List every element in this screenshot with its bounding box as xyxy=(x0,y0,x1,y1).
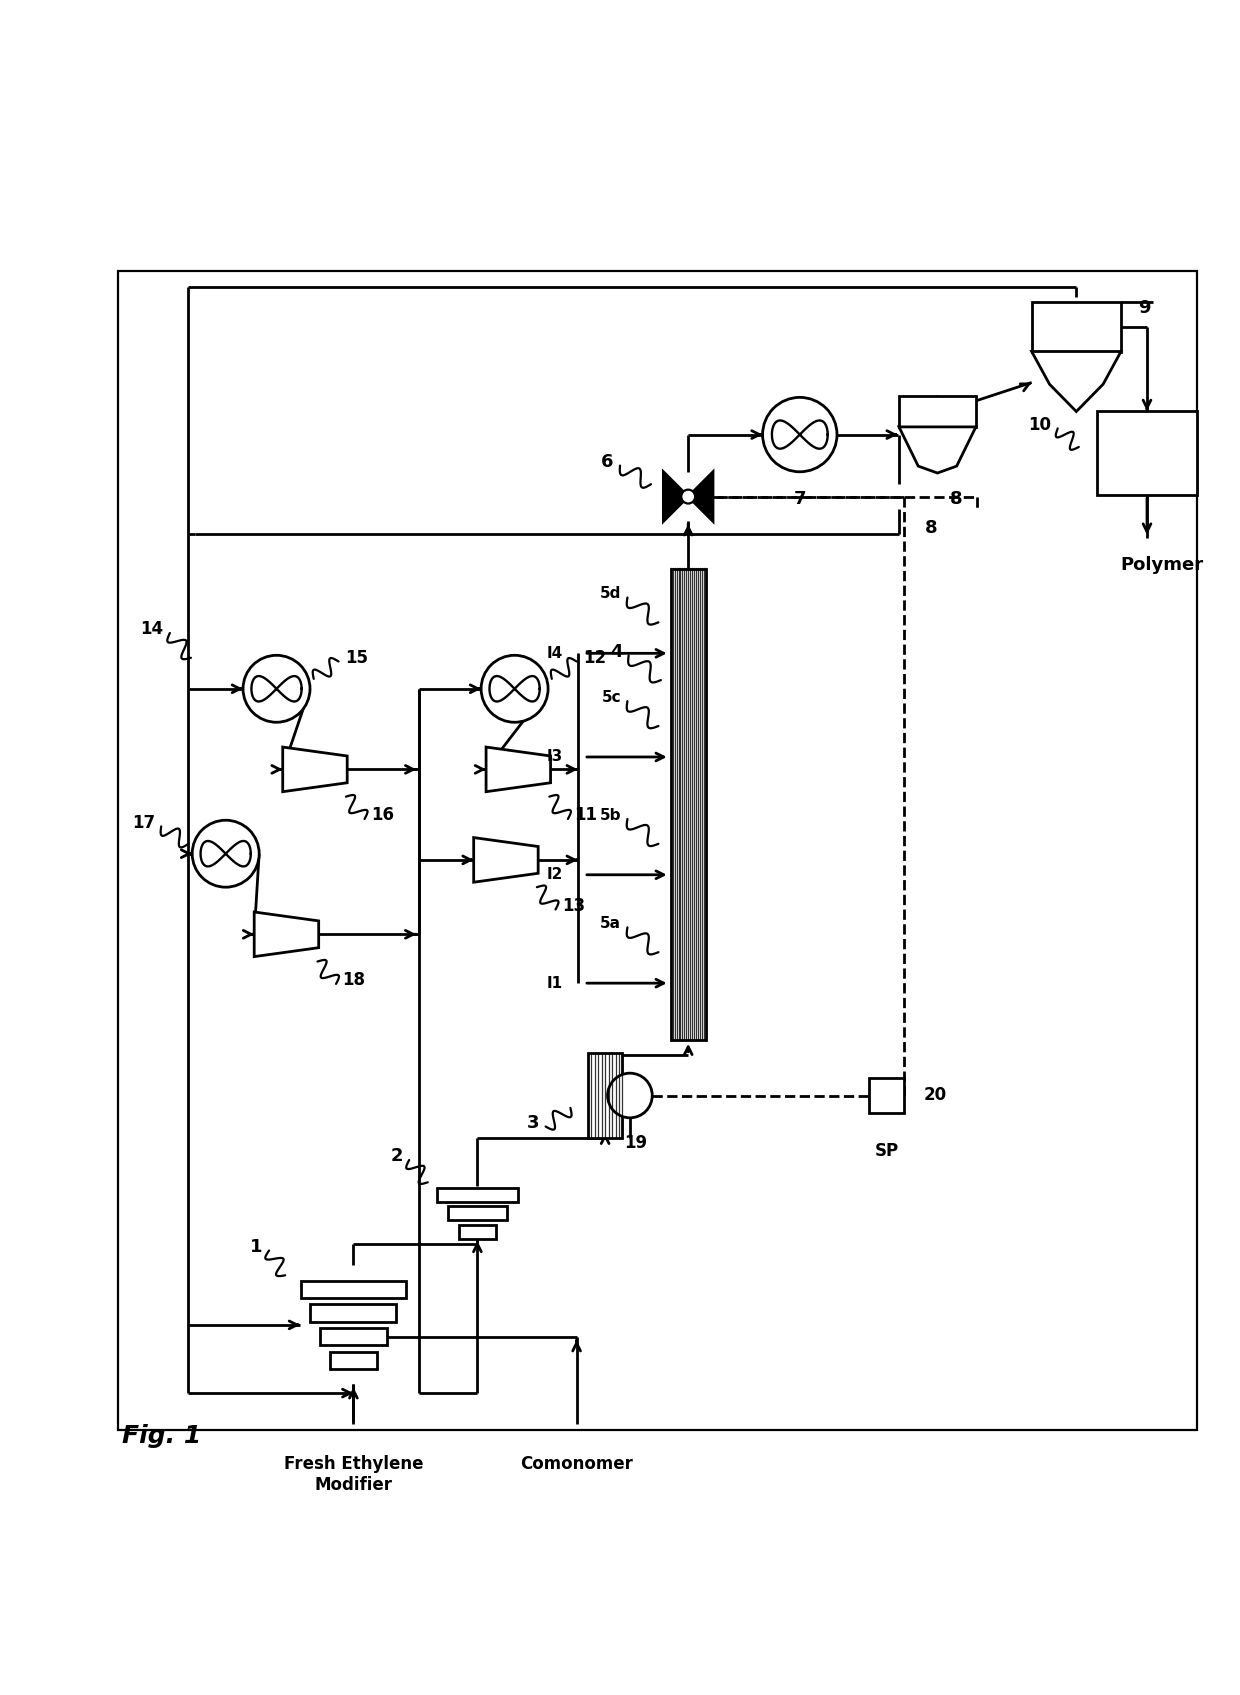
Text: 1: 1 xyxy=(250,1237,263,1256)
Circle shape xyxy=(243,656,310,722)
Text: 10: 10 xyxy=(1028,415,1052,434)
Text: 8: 8 xyxy=(950,490,962,508)
Text: 2: 2 xyxy=(391,1148,403,1164)
Text: Polymer: Polymer xyxy=(1120,556,1204,575)
Text: 3: 3 xyxy=(527,1114,539,1132)
Polygon shape xyxy=(254,912,319,956)
Bar xyxy=(330,1351,377,1370)
Text: 7: 7 xyxy=(794,490,806,508)
Circle shape xyxy=(608,1073,652,1117)
Bar xyxy=(1032,302,1121,351)
Text: 20: 20 xyxy=(924,1086,947,1105)
Text: I1: I1 xyxy=(547,976,563,990)
Polygon shape xyxy=(1032,351,1121,412)
Polygon shape xyxy=(283,747,347,792)
Bar xyxy=(1097,410,1197,495)
Text: I2: I2 xyxy=(547,868,563,883)
Text: 15: 15 xyxy=(345,649,368,666)
Text: 18: 18 xyxy=(342,971,366,990)
Polygon shape xyxy=(486,747,551,792)
Bar xyxy=(438,1188,518,1202)
Text: 14: 14 xyxy=(140,620,164,639)
Text: 16: 16 xyxy=(371,807,394,824)
Bar xyxy=(671,568,706,1039)
Text: 19: 19 xyxy=(625,1134,647,1151)
Bar xyxy=(588,1053,622,1137)
Text: I3: I3 xyxy=(547,749,563,764)
Polygon shape xyxy=(899,427,976,473)
Text: 5b: 5b xyxy=(600,809,621,822)
Text: Fig. 1: Fig. 1 xyxy=(122,1424,201,1449)
Text: 11: 11 xyxy=(574,807,598,824)
Text: 5a: 5a xyxy=(600,915,621,931)
Bar xyxy=(448,1207,507,1220)
Bar xyxy=(310,1305,397,1322)
Text: 4: 4 xyxy=(610,642,622,661)
Circle shape xyxy=(763,397,837,471)
Bar xyxy=(869,1078,904,1114)
Polygon shape xyxy=(663,471,688,522)
Bar xyxy=(899,397,976,427)
Text: 9: 9 xyxy=(1138,298,1151,317)
Polygon shape xyxy=(688,471,713,522)
Text: SP: SP xyxy=(874,1142,899,1161)
Polygon shape xyxy=(474,837,538,881)
Bar xyxy=(320,1327,387,1346)
Text: Fresh Ethylene
Modifier: Fresh Ethylene Modifier xyxy=(284,1454,423,1493)
Bar xyxy=(118,271,1197,1431)
Text: I4: I4 xyxy=(547,646,563,661)
Text: 6: 6 xyxy=(601,453,614,471)
Circle shape xyxy=(681,490,696,503)
Bar xyxy=(459,1225,496,1239)
Text: 5d: 5d xyxy=(600,586,621,602)
Text: 8: 8 xyxy=(925,519,937,537)
Bar xyxy=(300,1281,405,1298)
Text: 13: 13 xyxy=(562,897,585,915)
Circle shape xyxy=(481,656,548,722)
Circle shape xyxy=(192,820,259,886)
Text: 17: 17 xyxy=(131,814,155,832)
Text: 12: 12 xyxy=(583,649,606,666)
Text: Comonomer: Comonomer xyxy=(520,1454,634,1473)
Text: 5c: 5c xyxy=(601,690,621,705)
